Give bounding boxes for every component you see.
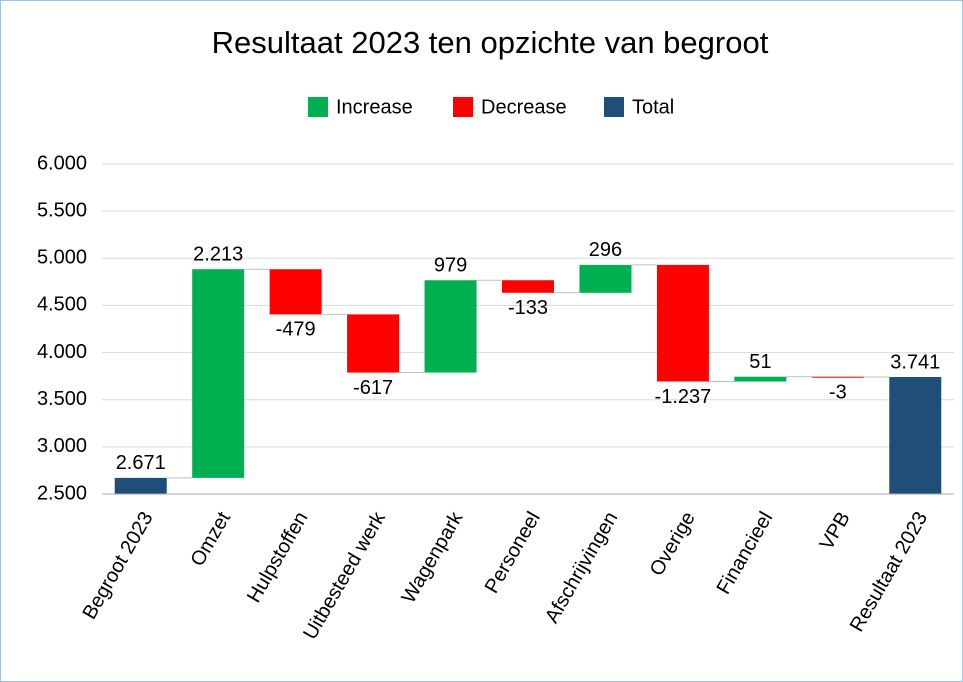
y-tick-label: 3.500	[37, 388, 87, 410]
bar	[114, 477, 167, 494]
data-label: 296	[589, 239, 622, 261]
data-label: 979	[434, 255, 467, 277]
data-label: 2.671	[116, 452, 166, 474]
data-label: -617	[353, 377, 393, 399]
bar	[424, 280, 477, 373]
y-tick-label: 2.500	[37, 482, 87, 504]
bar	[192, 269, 245, 478]
legend-label: Increase	[336, 96, 413, 118]
y-tick-label: 3.000	[37, 435, 87, 457]
bar	[734, 376, 787, 382]
y-tick-label: 5.000	[37, 247, 87, 269]
y-tick-label: 6.000	[37, 152, 87, 174]
legend-swatch	[604, 97, 624, 117]
data-label: 3.741	[890, 351, 940, 373]
bar	[579, 264, 632, 293]
legend-label: Decrease	[481, 96, 567, 118]
bar	[811, 376, 864, 378]
data-label: -3	[829, 381, 847, 403]
data-label: 2.213	[193, 244, 243, 266]
bar	[889, 376, 942, 494]
bar	[347, 314, 400, 373]
legend-swatch	[453, 97, 473, 117]
y-tick-label: 4.000	[37, 341, 87, 363]
data-label: 51	[749, 351, 771, 373]
data-label: -1.237	[655, 386, 712, 408]
y-tick-label: 5.500	[37, 199, 87, 221]
legend-label: Total	[632, 96, 674, 118]
chart-title: Resultaat 2023 ten opzichte van begroot	[212, 25, 769, 60]
data-label: -479	[276, 319, 316, 341]
legend-swatch	[308, 97, 328, 117]
bar	[269, 269, 322, 315]
bar	[656, 264, 709, 382]
data-label: -133	[508, 297, 548, 319]
y-tick-label: 4.500	[37, 294, 87, 316]
bar	[502, 280, 554, 293]
